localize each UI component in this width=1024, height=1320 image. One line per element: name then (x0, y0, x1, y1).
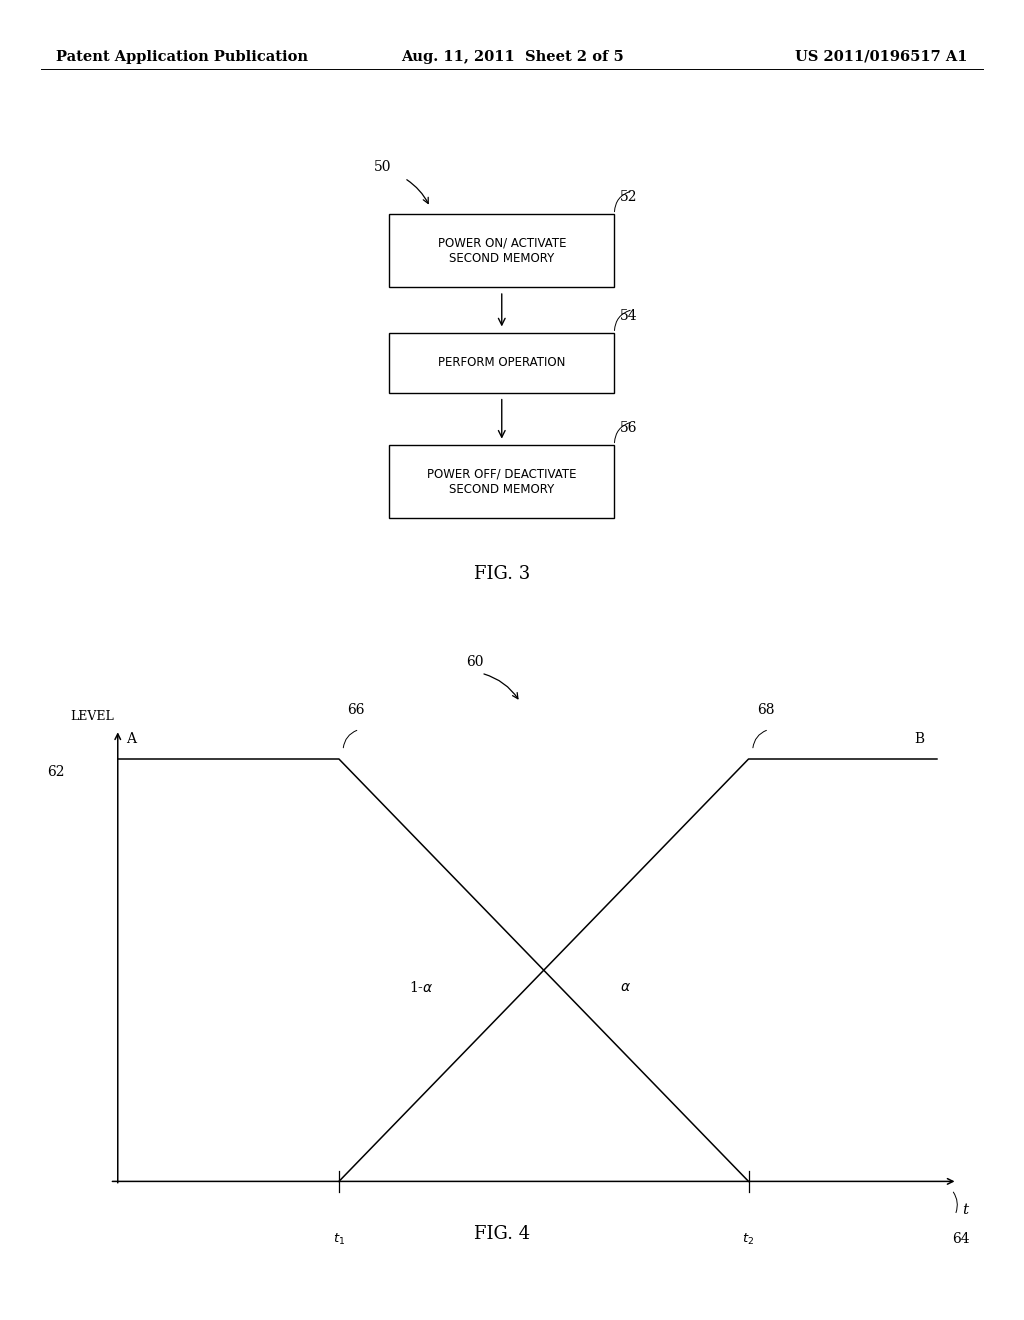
Text: 60: 60 (466, 655, 483, 669)
Text: 68: 68 (757, 702, 774, 717)
Text: 50: 50 (374, 160, 391, 174)
Text: POWER OFF/ DEACTIVATE
SECOND MEMORY: POWER OFF/ DEACTIVATE SECOND MEMORY (427, 467, 577, 496)
Text: 1-$\alpha$: 1-$\alpha$ (409, 979, 433, 994)
FancyBboxPatch shape (389, 445, 614, 517)
Text: $t_1$: $t_1$ (333, 1232, 345, 1247)
Text: 52: 52 (620, 190, 637, 205)
Text: 56: 56 (620, 421, 637, 436)
Text: t: t (963, 1203, 969, 1217)
Text: LEVEL: LEVEL (70, 710, 114, 723)
Text: $t_2$: $t_2$ (742, 1232, 755, 1247)
Text: FIG. 4: FIG. 4 (474, 1225, 529, 1243)
Text: A: A (126, 733, 136, 746)
Text: Aug. 11, 2011  Sheet 2 of 5: Aug. 11, 2011 Sheet 2 of 5 (400, 50, 624, 63)
Text: Patent Application Publication: Patent Application Publication (56, 50, 308, 63)
Text: 62: 62 (47, 764, 65, 779)
Text: 66: 66 (347, 702, 365, 717)
Text: POWER ON/ ACTIVATE
SECOND MEMORY: POWER ON/ ACTIVATE SECOND MEMORY (437, 236, 566, 265)
Text: 54: 54 (620, 309, 637, 323)
Text: 64: 64 (951, 1232, 970, 1246)
Text: US 2011/0196517 A1: US 2011/0196517 A1 (796, 50, 968, 63)
Text: PERFORM OPERATION: PERFORM OPERATION (438, 356, 565, 370)
FancyBboxPatch shape (389, 214, 614, 286)
Text: $\alpha$: $\alpha$ (621, 979, 631, 994)
Text: B: B (914, 733, 925, 746)
FancyBboxPatch shape (389, 333, 614, 393)
Text: FIG. 3: FIG. 3 (474, 565, 529, 583)
